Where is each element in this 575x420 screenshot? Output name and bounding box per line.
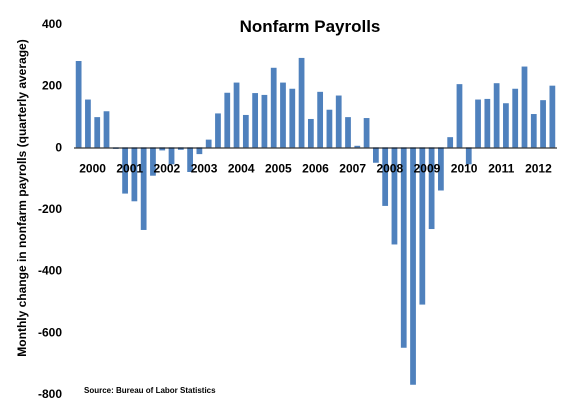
bar bbox=[94, 117, 101, 148]
bar bbox=[391, 147, 398, 245]
x-tick-label: 2005 bbox=[265, 161, 292, 175]
bar bbox=[168, 147, 175, 165]
bar bbox=[233, 82, 240, 148]
y-axis-label: Monthly change in nonfarm payrolls (quar… bbox=[15, 39, 29, 356]
x-tick-label: 2012 bbox=[525, 161, 552, 175]
x-tick-label: 2003 bbox=[191, 161, 218, 175]
y-axis-ticks: 400 200 0 -200 -400 -600 -800 bbox=[38, 17, 62, 401]
bar bbox=[540, 100, 546, 148]
bar bbox=[549, 85, 556, 148]
bar bbox=[252, 93, 259, 148]
bar bbox=[512, 88, 519, 148]
y-tick-label: 400 bbox=[42, 17, 62, 31]
source-note: Source: Bureau of Labor Statistics bbox=[84, 386, 216, 395]
bars bbox=[75, 57, 556, 385]
bar bbox=[465, 147, 472, 165]
x-tick-label: 2004 bbox=[228, 161, 255, 175]
y-tick-label: 200 bbox=[42, 79, 62, 93]
bar bbox=[345, 117, 351, 148]
y-tick-label: -200 bbox=[38, 202, 62, 216]
bar bbox=[140, 147, 147, 230]
y-tick-label: -400 bbox=[38, 264, 62, 278]
x-axis-ticks: 2000 2001 2002 2003 2004 2005 2006 2007 2008 2009… bbox=[79, 161, 552, 175]
bar bbox=[242, 114, 249, 148]
x-tick-label: 2011 bbox=[488, 161, 514, 175]
x-tick-label: 2001 bbox=[116, 161, 143, 175]
bar bbox=[122, 147, 128, 194]
bar bbox=[493, 83, 500, 148]
bar bbox=[428, 147, 435, 230]
bar bbox=[410, 147, 416, 385]
bar bbox=[205, 139, 212, 148]
bar bbox=[530, 114, 537, 148]
bar bbox=[280, 82, 286, 148]
bar bbox=[363, 118, 370, 148]
bar bbox=[103, 111, 110, 148]
y-tick-label: 0 bbox=[55, 140, 62, 154]
x-tick-label: 2007 bbox=[339, 161, 366, 175]
x-tick-label: 2002 bbox=[154, 161, 181, 175]
x-tick-label: 2010 bbox=[451, 161, 478, 175]
bar bbox=[177, 147, 184, 150]
y-tick-label: -800 bbox=[38, 387, 62, 401]
bar bbox=[85, 99, 91, 148]
bar bbox=[503, 103, 509, 148]
bar bbox=[317, 91, 324, 148]
bar bbox=[447, 137, 454, 148]
bar bbox=[270, 67, 277, 148]
bar bbox=[373, 147, 379, 163]
bar bbox=[335, 95, 342, 148]
y-tick-label: -600 bbox=[38, 325, 62, 339]
bar bbox=[159, 147, 166, 151]
bar bbox=[354, 145, 361, 148]
bar bbox=[484, 98, 491, 148]
bar bbox=[298, 57, 305, 148]
bar bbox=[382, 147, 389, 206]
bar bbox=[289, 88, 296, 148]
bar bbox=[400, 147, 407, 348]
bar bbox=[224, 92, 231, 148]
bar bbox=[521, 66, 528, 148]
x-tick-label: 2000 bbox=[79, 161, 106, 175]
x-tick-label: 2008 bbox=[376, 161, 403, 175]
bar bbox=[215, 113, 221, 148]
x-tick-label: 2006 bbox=[302, 161, 329, 175]
bar bbox=[131, 147, 138, 202]
bar bbox=[261, 94, 268, 148]
x-tick-label: 2009 bbox=[414, 161, 441, 175]
bar bbox=[75, 61, 82, 148]
chart-title: Nonfarm Payrolls bbox=[240, 17, 381, 36]
bar bbox=[307, 118, 314, 148]
bar bbox=[438, 147, 444, 191]
bar bbox=[419, 147, 426, 305]
bar bbox=[456, 84, 463, 148]
bar bbox=[150, 147, 156, 176]
bar bbox=[187, 147, 193, 172]
bar bbox=[326, 109, 333, 148]
bar bbox=[475, 99, 481, 148]
bar bbox=[196, 147, 203, 155]
